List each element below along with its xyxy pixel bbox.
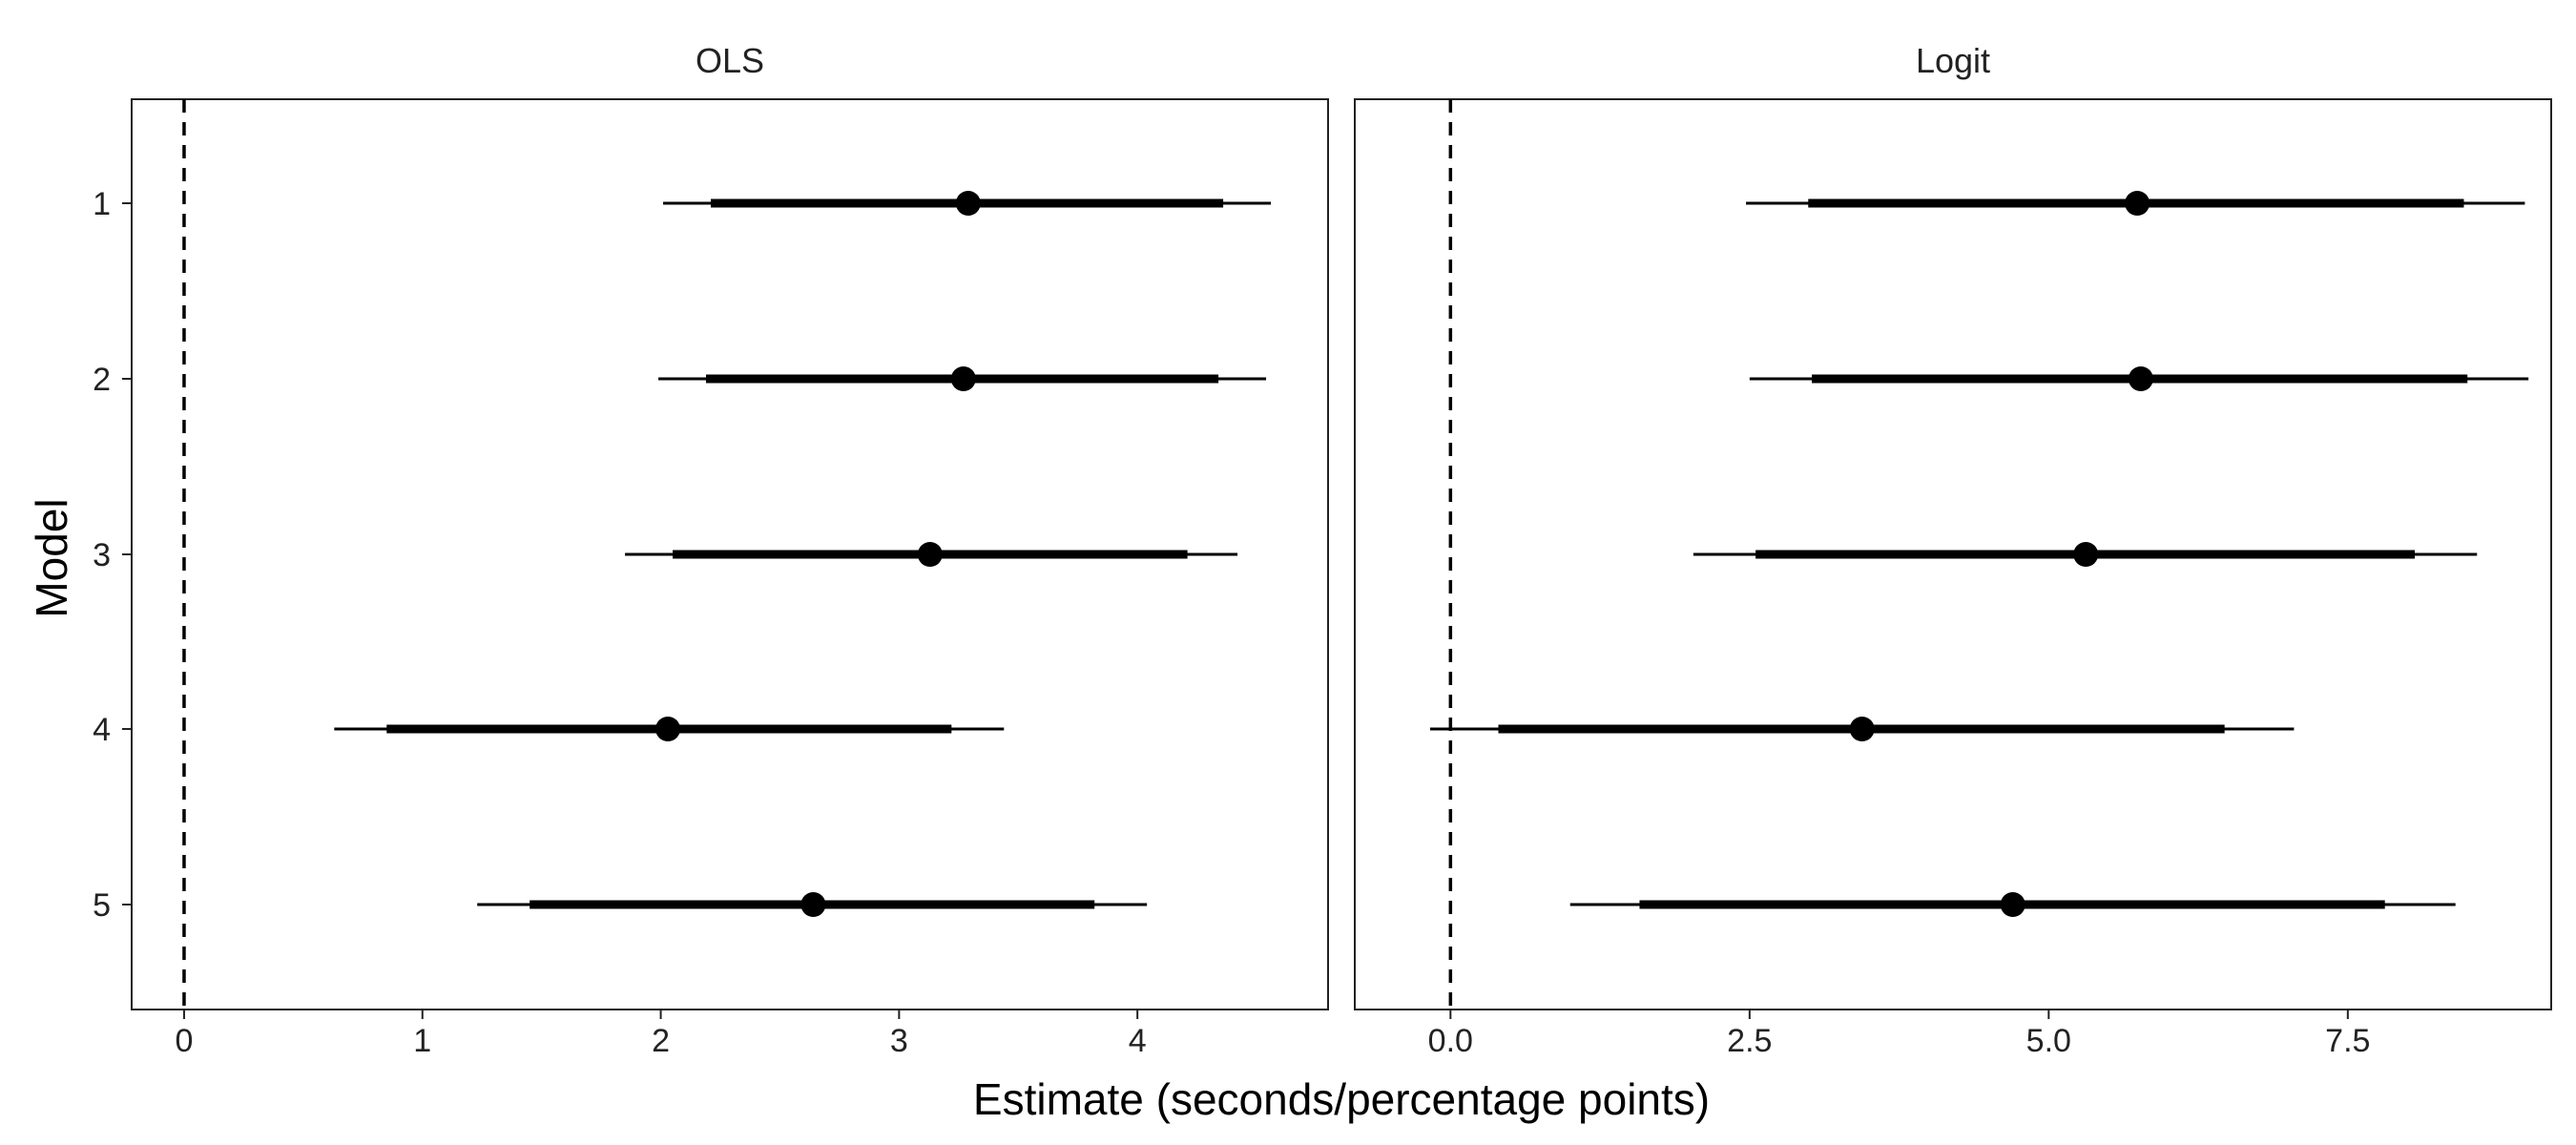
point-estimate [955,191,981,216]
point-estimate [917,542,943,567]
x-tick-label: 5.0 [2026,1023,2071,1059]
estimate-model-1 [663,191,1272,216]
y-tick-label: 4 [93,712,111,748]
panel-logit: Logit 0.0 2.5 5.0 7.5 [1354,41,2552,1059]
panel-title: Logit [1916,41,1990,80]
point-estimate [1849,717,1875,741]
estimate-model-2 [1749,366,2529,391]
panel-border [1354,98,2552,1010]
point-estimate [655,717,681,741]
y-tick-label: 5 [93,887,111,924]
y-axis-title: Model [27,498,76,617]
panel-title: OLS [696,41,764,80]
x-tick-label: 0 [175,1023,193,1059]
panels: OLS 0 1 2 3 4 Logit 0.0 2.5 5.0 7.5 [131,41,2552,1059]
point-estimate [2000,892,2025,917]
point-estimate [2128,366,2153,391]
estimate-model-1 [1746,191,2525,216]
point-estimate [2125,191,2150,216]
x-tick-label: 7.5 [2325,1023,2370,1059]
x-tick-label: 3 [890,1023,908,1059]
estimate-model-3 [1693,542,2478,567]
estimate-model-4 [334,717,1005,741]
x-tick-label: 2 [652,1023,670,1059]
point-estimate [800,892,826,917]
x-tick-label: 4 [1129,1023,1147,1059]
estimate-model-5 [1569,892,2456,917]
y-axis: 1 2 3 4 5 [93,186,132,924]
y-tick-label: 1 [93,186,111,222]
estimate-model-2 [658,366,1267,391]
y-tick-label: 2 [93,362,111,398]
x-axis-title: Estimate (seconds/percentage points) [973,1074,1710,1124]
x-tick-label: 0.0 [1428,1023,1473,1059]
panel-ols: OLS 0 1 2 3 4 [131,41,1329,1059]
point-estimate [950,366,976,391]
estimate-model-5 [477,892,1148,917]
x-tick-label: 2.5 [1727,1023,1772,1059]
estimate-model-4 [1430,717,2295,741]
x-tick-label: 1 [413,1023,431,1059]
estimate-model-3 [625,542,1238,567]
y-tick-label: 3 [93,537,111,573]
point-estimate [2073,542,2099,567]
